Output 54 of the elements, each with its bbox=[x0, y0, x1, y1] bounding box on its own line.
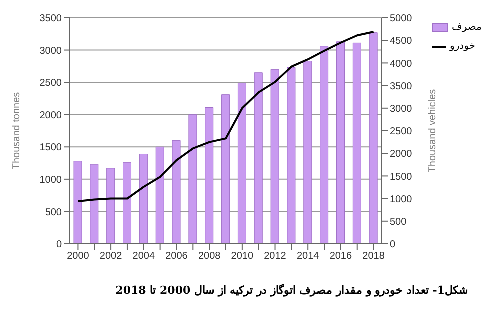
bar bbox=[90, 164, 99, 244]
y-tick-label: 2500 bbox=[40, 78, 62, 90]
y-tick-label: 1000 bbox=[40, 174, 62, 186]
line-series bbox=[77, 31, 375, 203]
bar bbox=[254, 72, 263, 244]
text: شکل1- تعداد خودرو و مقدار مصرف اتوگاز در ترکیه از سال 2000 تا 2018 bbox=[114, 284, 468, 297]
y2-axis-title: Thousand vehicles bbox=[428, 89, 439, 173]
y-tick-label: 500 bbox=[45, 207, 62, 218]
bar bbox=[304, 61, 312, 244]
bar bbox=[369, 32, 378, 244]
x-tick-label: 2010 bbox=[231, 251, 254, 262]
y-axis-title: Thousand tonnes bbox=[12, 92, 23, 170]
x-tick-label: 2002 bbox=[100, 251, 123, 262]
bar bbox=[270, 69, 280, 244]
bar bbox=[139, 154, 148, 244]
y2-tick-label: 2000 bbox=[390, 149, 413, 160]
x-tick-label: 2008 bbox=[198, 251, 222, 262]
bar bbox=[123, 162, 132, 244]
bar bbox=[205, 108, 214, 244]
x-tick-label: 2006 bbox=[166, 251, 188, 262]
y2-tick-label: 5000 bbox=[390, 14, 413, 25]
y2-tick-label: 4000 bbox=[390, 58, 413, 70]
bar bbox=[156, 146, 164, 244]
bar bbox=[287, 67, 296, 244]
bar bbox=[336, 42, 345, 244]
y-tick-label: 0 bbox=[56, 240, 62, 251]
y2-tick-label: 2500 bbox=[390, 126, 413, 138]
x-tick-label: 2004 bbox=[132, 251, 156, 262]
y-tick-label: 1500 bbox=[40, 142, 62, 154]
x-tick-label: 2000 bbox=[67, 251, 90, 262]
y2-tick-label: 0 bbox=[390, 240, 396, 251]
bar bbox=[352, 42, 362, 244]
bar bbox=[188, 114, 198, 244]
y2-tick-label: 1000 bbox=[390, 194, 413, 206]
y2-tick-label: 1500 bbox=[390, 172, 413, 183]
y2-tick-label: 3000 bbox=[390, 104, 413, 115]
y2-tick-label: 3500 bbox=[390, 81, 413, 92]
y2-tick-label: 500 bbox=[390, 216, 408, 228]
legend-label: مصرف bbox=[452, 22, 482, 33]
bar bbox=[320, 46, 329, 244]
x-tick-label: 2018 bbox=[362, 251, 386, 262]
bar bbox=[106, 168, 116, 244]
bar bbox=[238, 82, 246, 244]
y-tick-label: 2000 bbox=[40, 110, 62, 122]
y2-tick-label: 4500 bbox=[390, 36, 413, 48]
x-tick-label: 2016 bbox=[330, 251, 353, 262]
legend-label: خودرو bbox=[450, 41, 476, 52]
x-tick-label: 2014 bbox=[296, 251, 320, 262]
bar bbox=[222, 94, 230, 244]
y-tick-label: 3000 bbox=[40, 46, 62, 57]
y-tick-label: 3500 bbox=[40, 14, 62, 25]
bar bbox=[172, 140, 181, 244]
bar bbox=[74, 161, 82, 244]
x-tick-label: 2012 bbox=[264, 251, 287, 262]
